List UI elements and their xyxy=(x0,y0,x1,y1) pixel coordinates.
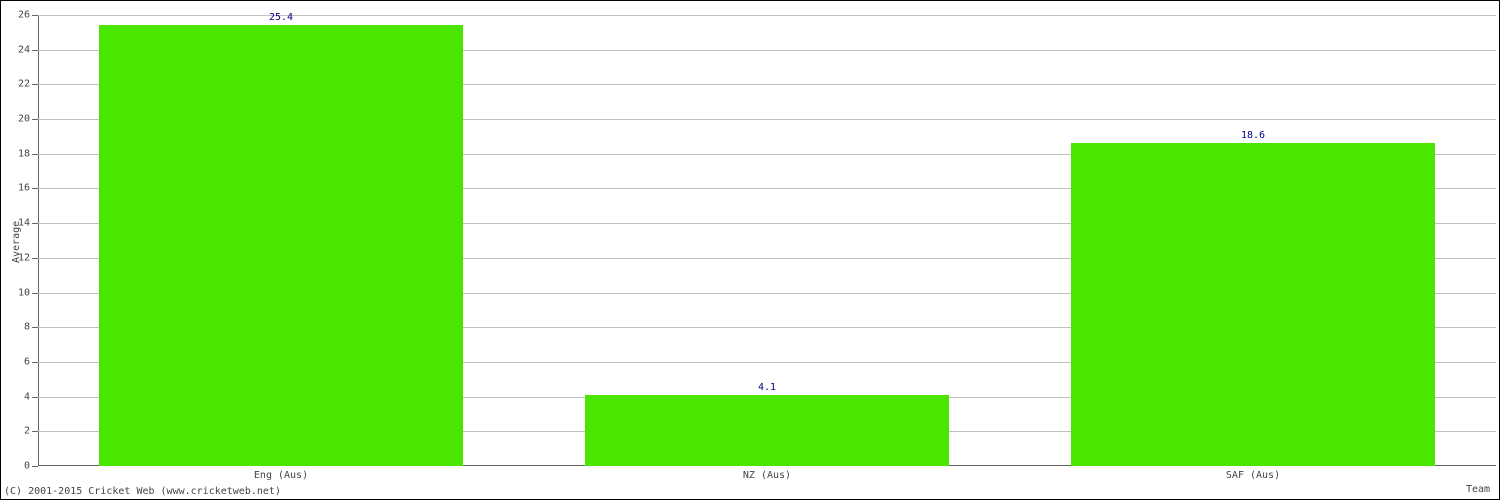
y-tick-label: 2 xyxy=(24,426,30,437)
y-axis-line xyxy=(38,15,39,466)
y-tick xyxy=(32,327,38,328)
y-tick xyxy=(32,258,38,259)
y-tick xyxy=(32,293,38,294)
y-tick-label: 8 xyxy=(24,322,30,333)
y-tick-label: 20 xyxy=(18,114,30,125)
y-tick-label: 16 xyxy=(18,183,30,194)
bar-value-label: 4.1 xyxy=(758,382,776,393)
y-tick xyxy=(32,84,38,85)
x-category-label: Eng (Aus) xyxy=(254,470,308,481)
bar xyxy=(585,395,950,466)
y-tick-label: 26 xyxy=(18,10,30,21)
copyright-text: (C) 2001-2015 Cricket Web (www.cricketwe… xyxy=(4,486,281,497)
y-tick-label: 10 xyxy=(18,287,30,298)
x-category-label: SAF (Aus) xyxy=(1226,470,1280,481)
y-tick-label: 6 xyxy=(24,356,30,367)
y-tick-label: 24 xyxy=(18,44,30,55)
bar-value-label: 25.4 xyxy=(269,12,293,23)
x-axis-title: Team xyxy=(1466,484,1490,495)
chart-frame: 0246810121416182022242625.4Eng (Aus)4.1N… xyxy=(0,0,1500,500)
plot-area: 0246810121416182022242625.4Eng (Aus)4.1N… xyxy=(38,15,1496,466)
y-tick xyxy=(32,15,38,16)
y-tick xyxy=(32,188,38,189)
bar-value-label: 18.6 xyxy=(1241,130,1265,141)
x-category-label: NZ (Aus) xyxy=(743,470,791,481)
y-axis-title: Average xyxy=(11,220,22,262)
y-tick-label: 0 xyxy=(24,461,30,472)
y-tick-label: 22 xyxy=(18,79,30,90)
bar xyxy=(99,25,464,466)
y-tick xyxy=(32,154,38,155)
y-tick xyxy=(32,466,38,467)
y-tick-label: 18 xyxy=(18,148,30,159)
y-tick xyxy=(32,119,38,120)
y-tick xyxy=(32,431,38,432)
bar xyxy=(1071,143,1436,466)
y-tick xyxy=(32,50,38,51)
y-tick-label: 4 xyxy=(24,391,30,402)
y-tick xyxy=(32,362,38,363)
y-tick xyxy=(32,223,38,224)
y-gridline xyxy=(38,15,1496,16)
y-tick xyxy=(32,397,38,398)
